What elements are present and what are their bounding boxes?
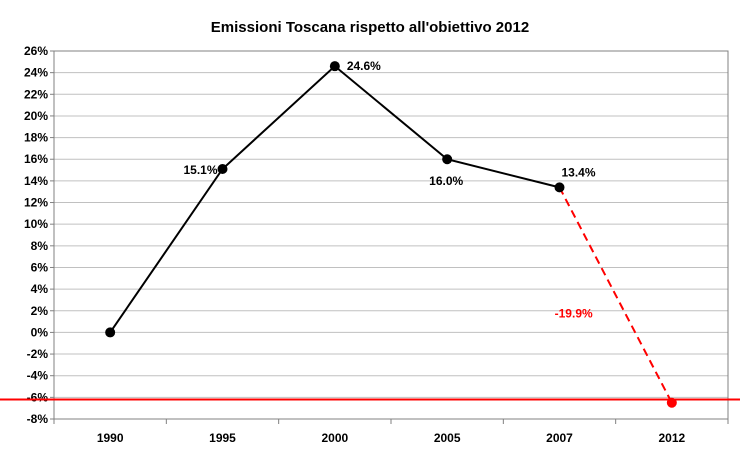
data-point [217,163,228,174]
y-tick-label: 22% [24,87,48,101]
data-point [554,182,565,193]
y-axis-ticks: 26% 24% 22% 20% 18% 16% 14% 12% 10% 8% 6% 4% 2% 0% -2%… [24,44,54,426]
gridlines [54,72,728,398]
y-tick-label: 20% [24,109,48,123]
data-label: 15.1% [183,163,217,177]
data-label: 24.6% [347,59,381,73]
x-tick-label: 2012 [658,431,685,445]
data-label: 13.4% [562,165,596,179]
data-point [442,154,453,165]
y-tick-label: 14% [24,174,48,188]
delta-annotation: -19.9% [555,306,593,320]
y-tick-label: 26% [24,44,48,58]
plot-frame [53,50,729,420]
y-tick-label: 2% [31,304,49,318]
y-tick-label: -8% [27,412,49,426]
x-axis-ticks: 1990 1995 2000 2005 2007 2012 [53,419,729,445]
y-tick-label: 8% [31,239,49,253]
data-point [105,327,116,338]
y-tick-label: 4% [31,282,49,296]
series-group [105,61,677,408]
data-labels: 15.1% 24.6% 16.0% 13.4% -19.9% [183,59,595,320]
y-tick-label: 6% [31,260,49,274]
y-tick-label: 16% [24,152,48,166]
projection-line [558,186,673,404]
y-tick-label: 24% [24,66,48,80]
data-label: 16.0% [429,174,463,188]
x-tick-label: 1990 [97,431,124,445]
emissions-line [109,64,560,333]
y-tick-label: -4% [27,369,49,383]
y-tick-label: 10% [24,217,48,231]
x-tick-label: 2007 [546,431,573,445]
y-tick-label: 18% [24,131,48,145]
chart-title: Emissioni Toscana rispetto all'obiettivo… [211,19,529,36]
y-tick-label: 0% [31,325,49,339]
x-tick-label: 2005 [434,431,461,445]
y-tick-label: -2% [27,347,49,361]
data-point [329,61,340,72]
y-tick-label: 12% [24,196,48,210]
data-point [666,397,677,408]
y-tick-label: -6% [27,390,49,404]
x-tick-label: 1995 [209,431,236,445]
x-tick-label: 2000 [321,431,348,445]
